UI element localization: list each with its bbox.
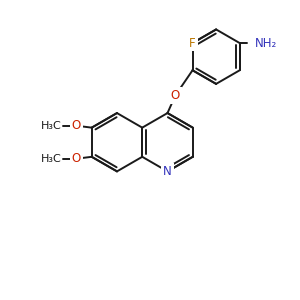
Text: H₃C: H₃C: [40, 154, 61, 164]
Text: O: O: [71, 152, 81, 165]
Text: O: O: [171, 89, 180, 102]
Text: H₃C: H₃C: [40, 121, 61, 131]
Text: NH₂: NH₂: [255, 37, 278, 50]
Text: O: O: [71, 119, 81, 132]
Text: N: N: [163, 165, 172, 178]
Text: F: F: [189, 37, 196, 50]
